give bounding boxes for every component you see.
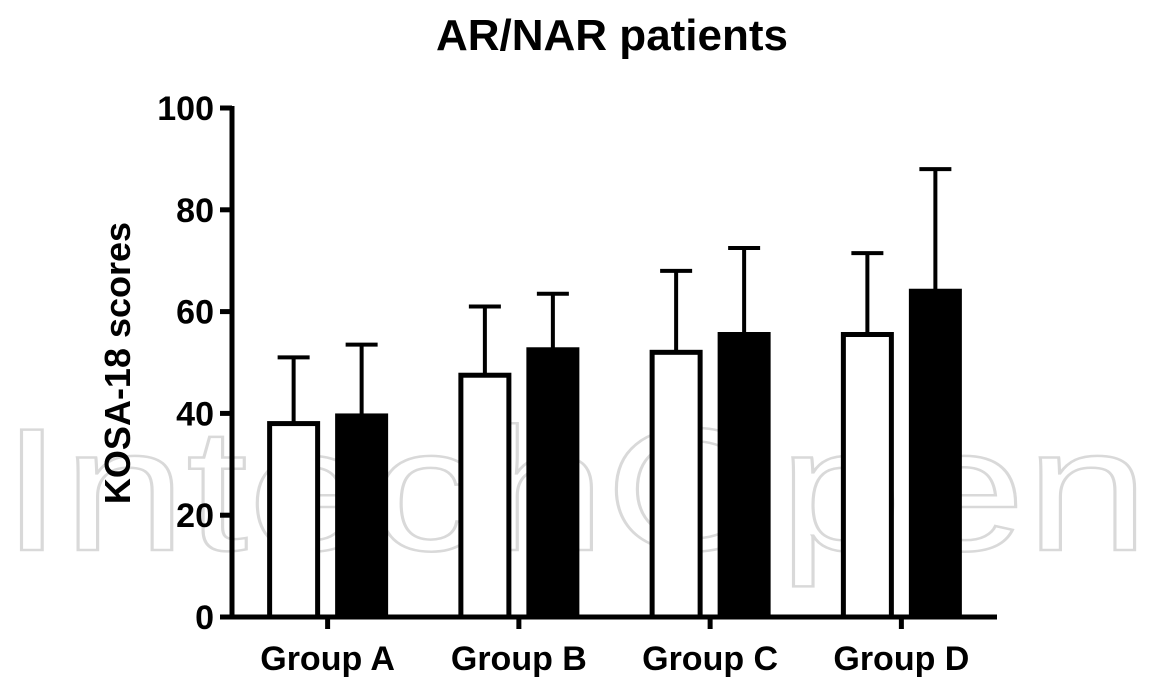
bar-series-2 — [908, 288, 962, 620]
bar-series-2 — [526, 347, 580, 620]
bar-series-1 — [267, 421, 321, 620]
y-axis-label: KOSA-18 scores — [97, 222, 138, 504]
y-tick-label: 40 — [176, 395, 214, 433]
bar-series-1 — [458, 372, 512, 620]
y-tick-label: 100 — [157, 90, 214, 128]
bar-series-2 — [335, 413, 389, 620]
x-tick-label: Group B — [451, 640, 587, 677]
x-axis-ticks: Group A Group B Group C Group D — [260, 617, 969, 677]
error-bars — [277, 167, 952, 424]
y-tick-label: 20 — [176, 497, 214, 535]
x-tick-label: Group C — [642, 640, 778, 677]
y-tick-label: 80 — [176, 192, 214, 230]
x-tick-label: Group A — [260, 640, 395, 677]
bar-series-1 — [840, 332, 894, 620]
y-axis-ticks: 0 20 40 60 80 100 — [157, 90, 232, 637]
y-tick-label: 60 — [176, 294, 214, 332]
bar-series-1 — [649, 349, 703, 620]
x-tick-label: Group D — [833, 640, 969, 677]
axes — [229, 106, 997, 620]
bar-series-2 — [717, 332, 771, 620]
y-tick-label: 0 — [195, 599, 214, 637]
chart-title: AR/NAR patients — [436, 11, 788, 60]
